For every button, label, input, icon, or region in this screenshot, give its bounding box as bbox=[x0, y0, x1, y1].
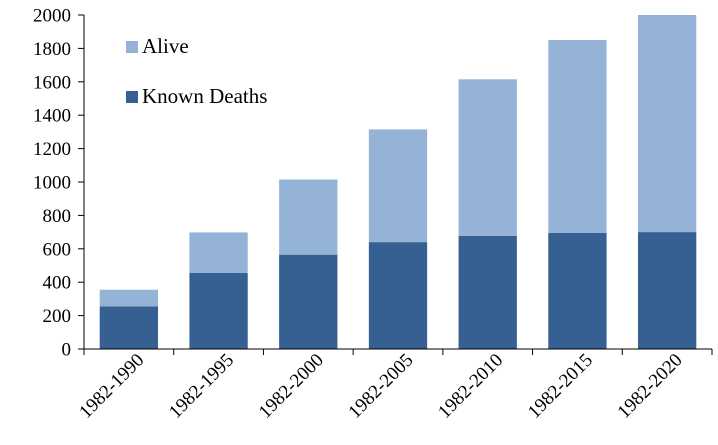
bar-known-deaths-1982-2005 bbox=[368, 242, 428, 349]
legend-swatch-alive bbox=[126, 41, 138, 53]
y-tick-label: 1000 bbox=[33, 173, 71, 194]
y-tick-label: 800 bbox=[43, 206, 72, 227]
legend-label-known-deaths: Known Deaths bbox=[142, 84, 267, 108]
legend-swatch-known-deaths bbox=[126, 91, 138, 103]
bar-alive-1982-2015 bbox=[548, 40, 607, 233]
x-tick-label: 1982-2015 bbox=[524, 350, 597, 423]
y-tick-label: 1400 bbox=[33, 106, 71, 127]
x-tick-label: 1982-2020 bbox=[614, 350, 687, 423]
y-tick-label: 2000 bbox=[33, 6, 71, 27]
bar-alive-1982-1995 bbox=[189, 232, 248, 274]
bars-group bbox=[99, 15, 697, 349]
bar-known-deaths-1982-2015 bbox=[548, 232, 607, 349]
x-tick-label: 1982-2005 bbox=[344, 350, 417, 423]
bar-alive-1982-2005 bbox=[368, 129, 428, 243]
legend-label-alive: Alive bbox=[142, 34, 189, 58]
y-tick-label: 600 bbox=[43, 239, 72, 260]
bar-known-deaths-1982-2010 bbox=[458, 235, 517, 349]
x-tick-labels: 1982-1990 1982-1995 1982-2000 1982-2005 1982… bbox=[75, 350, 686, 423]
bar-known-deaths-1982-2000 bbox=[279, 254, 338, 349]
y-tick-labels: 0 200 400 600 800 1000 1200 1400 1600 1800 2000 bbox=[33, 6, 71, 361]
y-tick-label: 1800 bbox=[33, 39, 71, 60]
bar-alive-1982-2000 bbox=[279, 179, 338, 255]
bar-alive-1982-2010 bbox=[458, 79, 517, 236]
y-tick-label: 200 bbox=[43, 306, 72, 327]
bar-alive-1982-1990 bbox=[99, 289, 159, 307]
y-tick-label: 1200 bbox=[33, 139, 71, 160]
x-tick-label: 1982-1990 bbox=[75, 350, 148, 423]
y-tick-label: 400 bbox=[43, 273, 72, 294]
axes-group bbox=[78, 14, 713, 355]
bar-known-deaths-1982-1995 bbox=[189, 273, 248, 349]
y-tick-label: 1600 bbox=[33, 72, 71, 93]
legend: Alive Known Deaths bbox=[126, 34, 267, 108]
x-tick-label: 1982-2010 bbox=[434, 350, 507, 423]
bar-known-deaths-1982-2020 bbox=[637, 232, 697, 349]
y-tick-label: 0 bbox=[62, 340, 72, 361]
x-tick-label: 1982-1995 bbox=[165, 350, 238, 423]
bar-known-deaths-1982-1990 bbox=[99, 306, 159, 349]
bar-alive-1982-2020 bbox=[637, 15, 697, 233]
x-tick-label: 1982-2000 bbox=[255, 350, 328, 423]
